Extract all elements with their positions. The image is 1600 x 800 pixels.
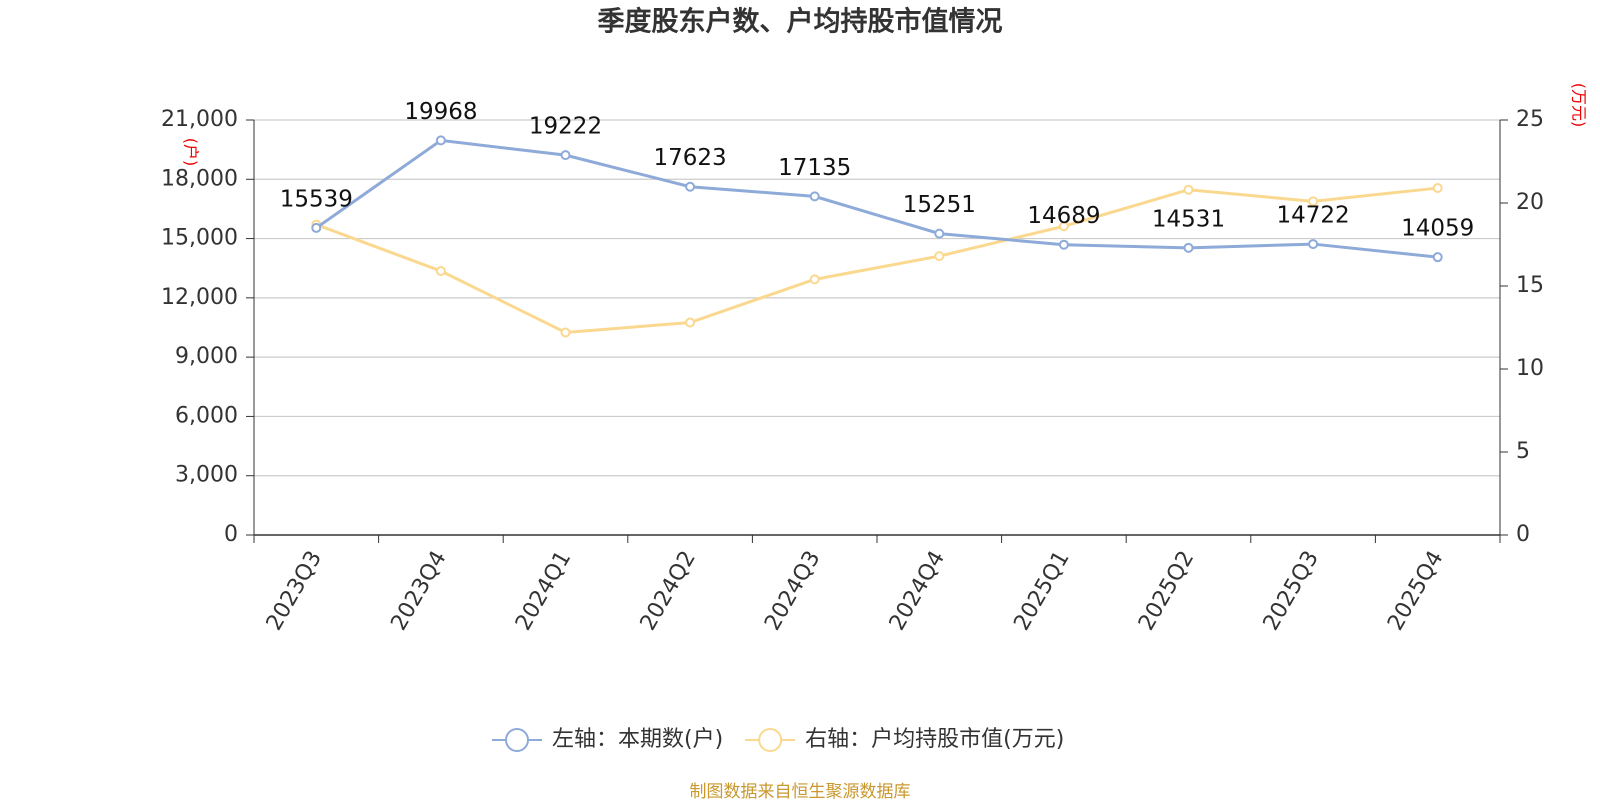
y2-tick-label: 10 bbox=[1516, 356, 1544, 381]
data-label: 15251 bbox=[903, 192, 976, 218]
x-tick-label: 2024Q3 bbox=[760, 547, 825, 635]
data-label: 19222 bbox=[529, 114, 602, 140]
data-point bbox=[1183, 184, 1194, 195]
y-tick-label: 0 bbox=[224, 522, 238, 547]
data-point bbox=[1058, 239, 1069, 250]
x-tick-label: 2024Q1 bbox=[511, 547, 576, 635]
legend-marker bbox=[758, 728, 783, 752]
x-tick-label: 2023Q4 bbox=[386, 547, 451, 635]
y-tick-label: 3,000 bbox=[175, 463, 238, 488]
data-point bbox=[1183, 242, 1194, 253]
y2-tick-label: 25 bbox=[1516, 107, 1544, 132]
source-note: 制图数据来自恒生聚源数据库 bbox=[690, 782, 911, 800]
y-tick-label: 9,000 bbox=[175, 344, 238, 369]
data-point bbox=[1308, 196, 1319, 207]
x-tick-label: 2024Q2 bbox=[636, 547, 701, 635]
legend-label: 右轴：户均持股市值(万元) bbox=[805, 727, 1064, 752]
data-point bbox=[311, 222, 322, 233]
y-axis-unit: (户) bbox=[182, 138, 201, 167]
y-tick-label: 21,000 bbox=[161, 107, 238, 132]
chart-title: 季度股东户数、户均持股市值情况 bbox=[598, 6, 1003, 38]
data-label: 14531 bbox=[1152, 206, 1225, 232]
data-label: 17135 bbox=[778, 155, 851, 181]
y2-tick-label: 20 bbox=[1516, 190, 1544, 215]
legend-label: 左轴：本期数(户) bbox=[552, 727, 723, 752]
data-label: 14059 bbox=[1401, 216, 1474, 242]
data-label: 17623 bbox=[654, 145, 727, 171]
y-tick-label: 6,000 bbox=[175, 403, 238, 428]
data-label: 14722 bbox=[1277, 203, 1350, 229]
data-point bbox=[560, 150, 571, 161]
y-tick-label: 18,000 bbox=[161, 166, 238, 191]
data-point bbox=[1308, 239, 1319, 250]
y2-tick-label: 15 bbox=[1516, 273, 1544, 298]
data-point bbox=[934, 251, 945, 262]
x-tick-label: 2025Q2 bbox=[1134, 547, 1199, 635]
data-point bbox=[685, 181, 696, 192]
data-label: 19968 bbox=[404, 99, 477, 125]
data-point bbox=[1432, 183, 1443, 194]
data-point bbox=[809, 191, 820, 202]
data-label: 15539 bbox=[280, 186, 353, 212]
y-tick-label: 12,000 bbox=[161, 285, 238, 310]
data-point bbox=[809, 274, 820, 285]
y2-tick-label: 0 bbox=[1516, 522, 1530, 547]
y2-axis-unit: (万元) bbox=[1570, 83, 1589, 128]
data-point bbox=[685, 317, 696, 328]
series-line bbox=[315, 138, 1438, 259]
x-tick-label: 2024Q4 bbox=[885, 547, 950, 635]
y-tick-label: 15,000 bbox=[161, 226, 238, 251]
legend-marker bbox=[505, 728, 529, 752]
series-line bbox=[315, 186, 1438, 335]
data-point bbox=[1058, 221, 1069, 232]
x-tick-label: 2025Q4 bbox=[1383, 547, 1448, 635]
y2-tick-label: 5 bbox=[1516, 439, 1530, 464]
data-point bbox=[435, 266, 446, 277]
data-point bbox=[560, 327, 571, 338]
data-point bbox=[1432, 252, 1443, 263]
x-tick-label: 2025Q3 bbox=[1259, 547, 1324, 635]
data-label: 14689 bbox=[1027, 203, 1100, 229]
data-point bbox=[435, 135, 446, 146]
data-point bbox=[934, 228, 945, 239]
x-tick-label: 2023Q3 bbox=[262, 547, 327, 635]
x-tick-label: 2025Q1 bbox=[1009, 547, 1074, 635]
